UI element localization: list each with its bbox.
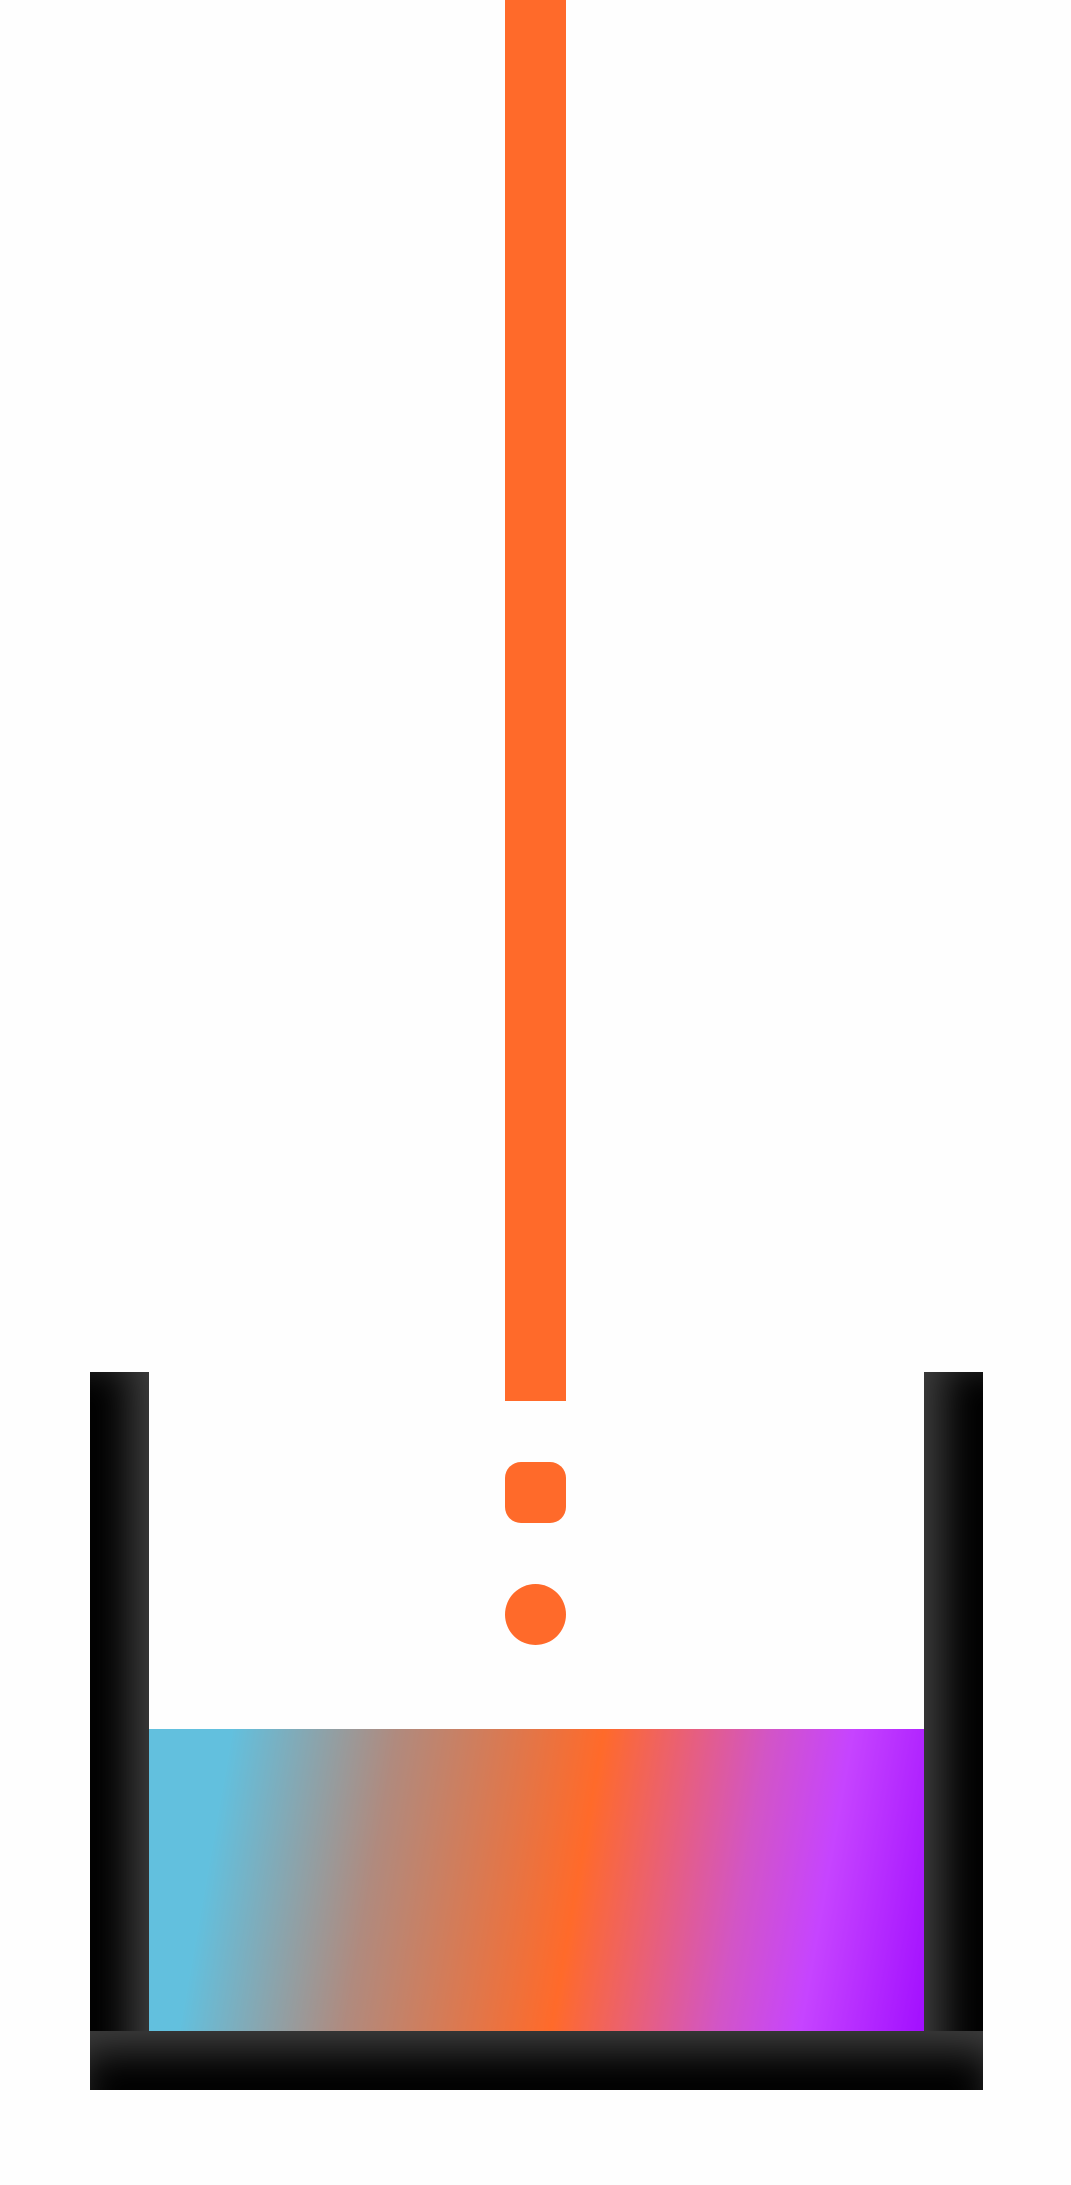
pouring-stream: [505, 0, 566, 1401]
container-right-wall: [924, 1372, 983, 2090]
drop-circle-icon: [505, 1584, 566, 1645]
container-body: [90, 1372, 983, 2090]
drop-square-icon: [505, 1462, 566, 1523]
liquid-fill: [149, 1729, 924, 2031]
container-bottom-wall: [90, 2031, 983, 2090]
container: [90, 1372, 983, 2090]
container-left-wall: [90, 1372, 149, 2090]
